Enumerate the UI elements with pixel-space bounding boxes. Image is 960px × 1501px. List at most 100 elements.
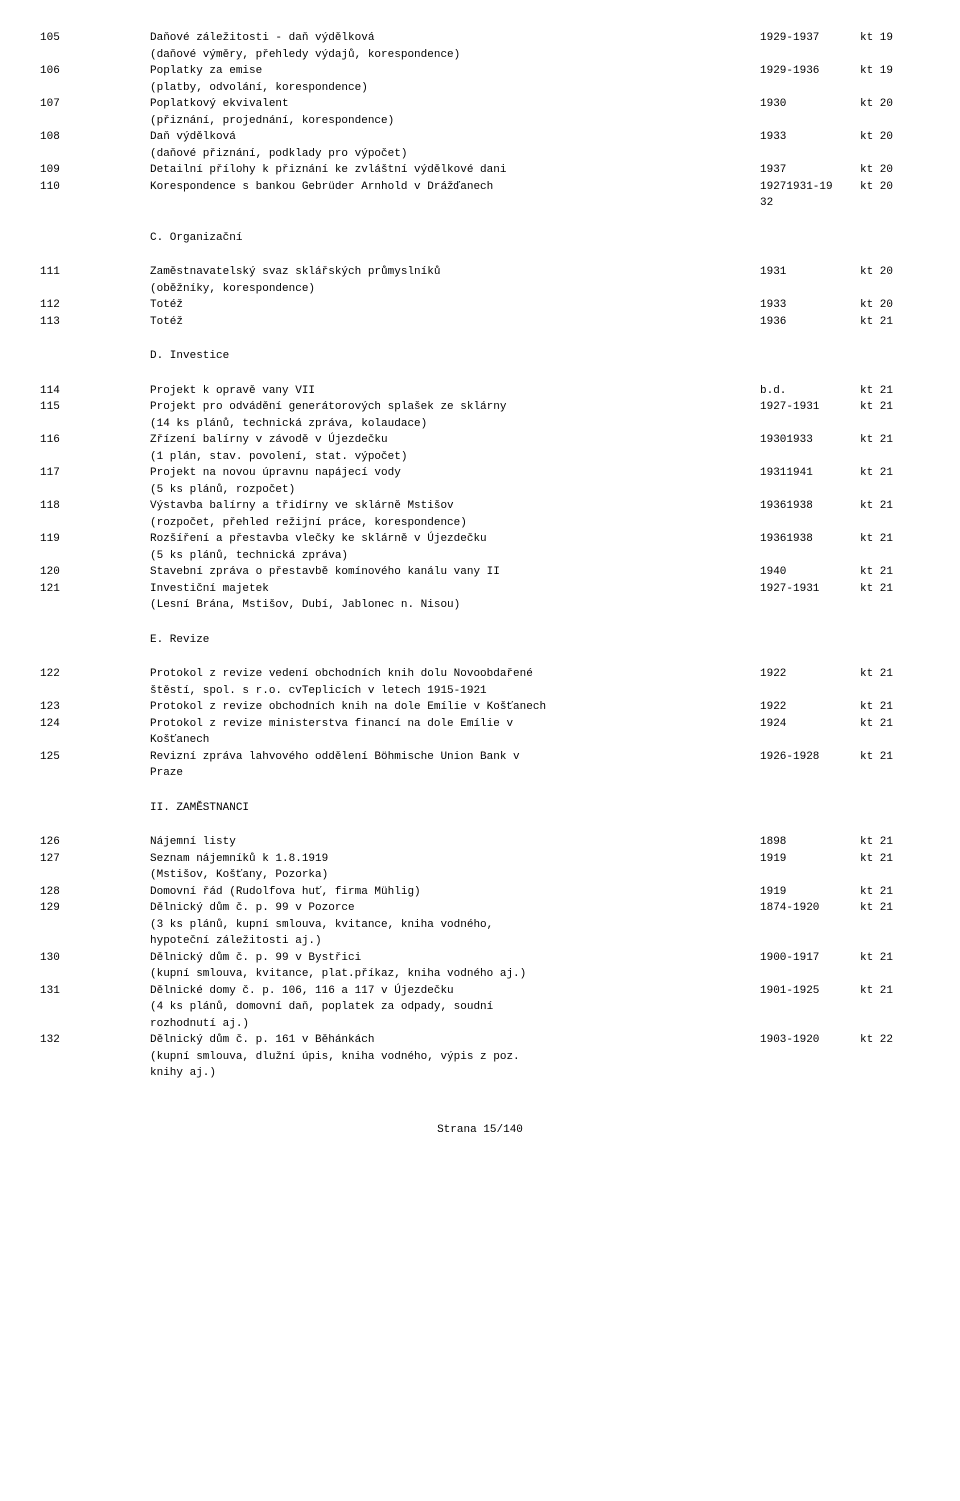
entry-description: Dělnický dům č. p. 99 v Pozorce xyxy=(150,900,760,917)
entry-year: 1901-1925 xyxy=(760,983,860,1000)
entry-year: 1930 xyxy=(760,96,860,113)
entry-year: 1940 xyxy=(760,564,860,581)
entry-description: Revizní zpráva lahvového oddělení Böhmis… xyxy=(150,749,760,766)
entry-kt: kt 20 xyxy=(860,264,920,281)
entry-row: štěstí, spol. s r.o. cvTeplicích v letec… xyxy=(40,683,920,700)
entry-year: 1924 xyxy=(760,716,860,733)
entry-year xyxy=(760,146,860,163)
entry-year xyxy=(760,933,860,950)
entry-kt xyxy=(860,482,920,499)
entry-id: 108 xyxy=(40,129,150,146)
entry-row: (oběžníky, korespondence) xyxy=(40,281,920,298)
entry-row: 113Totéž1936kt 21 xyxy=(40,314,920,331)
entry-description: (3 ks plánů, kupní smlouva, kvitance, kn… xyxy=(150,917,760,934)
entry-year xyxy=(760,80,860,97)
entry-id xyxy=(40,933,150,950)
entry-kt: kt 21 xyxy=(860,834,920,851)
entry-description: (5 ks plánů, rozpočet) xyxy=(150,482,760,499)
entry-year xyxy=(760,47,860,64)
entry-row: (5 ks plánů, technická zpráva) xyxy=(40,548,920,565)
entry-kt xyxy=(860,1049,920,1066)
entry-row: 116Zřízení balírny v závodě v Újezdečku1… xyxy=(40,432,920,449)
entry-row: (1 plán, stav. povolení, stat. výpočet) xyxy=(40,449,920,466)
entry-row: (platby, odvolání, korespondence) xyxy=(40,80,920,97)
entry-year: 1926-1928 xyxy=(760,749,860,766)
entry-id xyxy=(40,281,150,298)
entry-year: 1874-1920 xyxy=(760,900,860,917)
entry-description: Košťanech xyxy=(150,732,760,749)
entry-kt xyxy=(860,449,920,466)
entry-description: (1 plán, stav. povolení, stat. výpočet) xyxy=(150,449,760,466)
section-heading: D. Investice xyxy=(150,348,760,365)
entry-row: (Lesní Brána, Mstišov, Dubí, Jablonec n.… xyxy=(40,597,920,614)
entry-description: Poplatkový ekvivalent xyxy=(150,96,760,113)
section-heading-row: D. Investice xyxy=(40,348,920,365)
entry-kt: kt 20 xyxy=(860,96,920,113)
entry-kt: kt 21 xyxy=(860,666,920,683)
entry-row: 117Projekt na novou úpravnu napájecí vod… xyxy=(40,465,920,482)
entry-description: Projekt na novou úpravnu napájecí vody xyxy=(150,465,760,482)
entry-kt: kt 21 xyxy=(860,432,920,449)
entry-kt xyxy=(860,683,920,700)
document-body: 105Daňové záležitosti - daň výdělková192… xyxy=(40,30,920,1082)
entry-kt xyxy=(860,933,920,950)
entry-year xyxy=(760,597,860,614)
entry-kt xyxy=(860,515,920,532)
entry-id: 130 xyxy=(40,950,150,967)
entry-description: (daňové přiznání, podklady pro výpočet) xyxy=(150,146,760,163)
entry-row: 118Výstavba balírny a třidírny ve sklárn… xyxy=(40,498,920,515)
entry-kt xyxy=(860,917,920,934)
entry-year xyxy=(760,867,860,884)
entry-row: knihy aj.) xyxy=(40,1065,920,1082)
heading-spacer xyxy=(760,230,860,247)
entry-kt xyxy=(860,281,920,298)
entry-id xyxy=(40,515,150,532)
entry-id: 114 xyxy=(40,383,150,400)
entry-year xyxy=(760,482,860,499)
entry-row: 126Nájemní listy1898kt 21 xyxy=(40,834,920,851)
entry-year xyxy=(760,917,860,934)
entry-kt xyxy=(860,966,920,983)
entry-description: Stavební zpráva o přestavbě komínového k… xyxy=(150,564,760,581)
entry-id: 115 xyxy=(40,399,150,416)
entry-kt: kt 21 xyxy=(860,749,920,766)
entry-row: (Mstišov, Košťany, Pozorka) xyxy=(40,867,920,884)
entry-id: 126 xyxy=(40,834,150,851)
entry-row: 119Rozšíření a přestavba vlečky ke sklár… xyxy=(40,531,920,548)
entry-year: 1929-1936 xyxy=(760,63,860,80)
entry-year: 1922 xyxy=(760,699,860,716)
entry-id xyxy=(40,732,150,749)
entry-year xyxy=(760,732,860,749)
entry-row: 122Protokol z revize vedení obchodních k… xyxy=(40,666,920,683)
entry-description: (přiznání, projednání, korespondence) xyxy=(150,113,760,130)
entry-id: 119 xyxy=(40,531,150,548)
entry-description: (5 ks plánů, technická zpráva) xyxy=(150,548,760,565)
entry-id xyxy=(40,146,150,163)
entry-year xyxy=(760,765,860,782)
entry-description: Totéž xyxy=(150,297,760,314)
heading-spacer xyxy=(760,348,860,365)
heading-spacer xyxy=(860,632,920,649)
entry-description: Nájemní listy xyxy=(150,834,760,851)
entry-id: 106 xyxy=(40,63,150,80)
entry-year: 1933 xyxy=(760,129,860,146)
entry-year: 19311941 xyxy=(760,465,860,482)
entry-description: Výstavba balírny a třidírny ve sklárně M… xyxy=(150,498,760,515)
entry-id: 105 xyxy=(40,30,150,47)
entry-year: 1937 xyxy=(760,162,860,179)
entry-year xyxy=(760,1049,860,1066)
entry-description: Seznam nájemníků k 1.8.1919 xyxy=(150,851,760,868)
entry-kt: kt 21 xyxy=(860,383,920,400)
entry-id xyxy=(40,966,150,983)
entry-kt xyxy=(860,47,920,64)
entry-description: Zaměstnavatelský svaz sklářských průmysl… xyxy=(150,264,760,281)
entry-id xyxy=(40,449,150,466)
entry-row: (rozpočet, přehled režijní práce, koresp… xyxy=(40,515,920,532)
entry-row: 125Revizní zpráva lahvového oddělení Böh… xyxy=(40,749,920,766)
entry-row: (přiznání, projednání, korespondence) xyxy=(40,113,920,130)
entry-kt: kt 21 xyxy=(860,581,920,598)
entry-id: 120 xyxy=(40,564,150,581)
section-heading-row: C. Organizační xyxy=(40,230,920,247)
entry-id: 113 xyxy=(40,314,150,331)
entry-description: Projekt k opravě vany VII xyxy=(150,383,760,400)
